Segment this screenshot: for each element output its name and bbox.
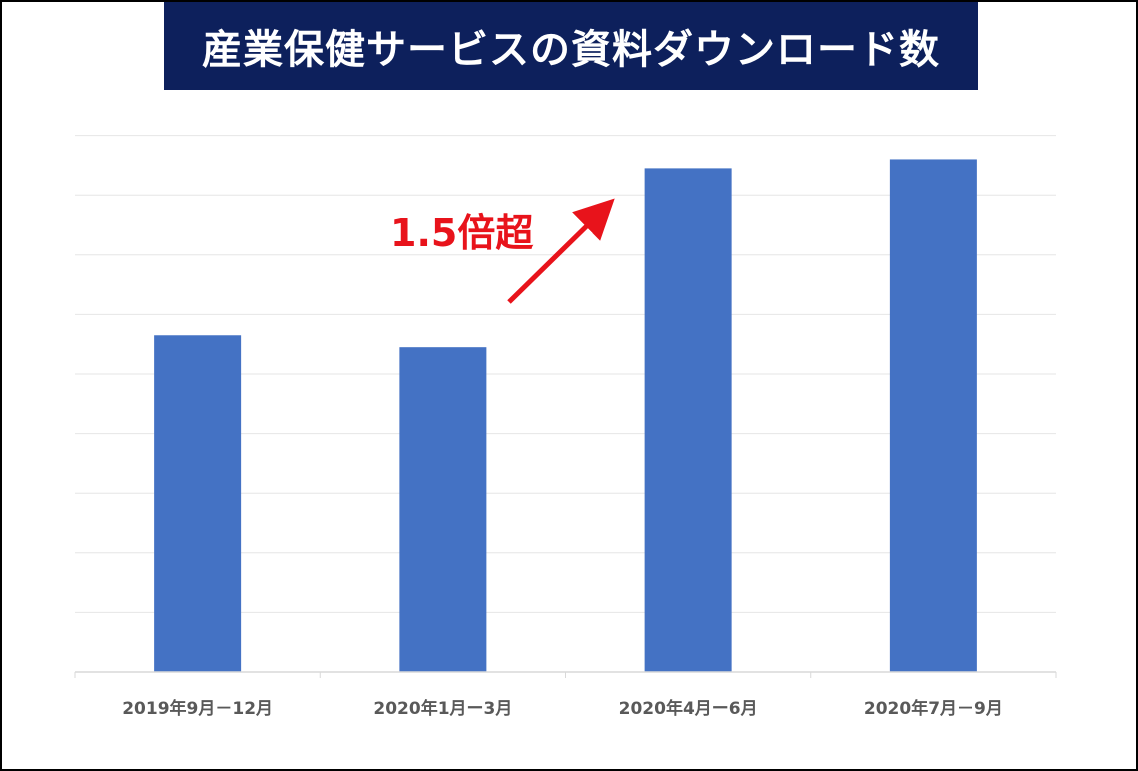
bar-1 bbox=[154, 335, 242, 672]
bars bbox=[154, 159, 977, 672]
bar-4 bbox=[889, 159, 977, 672]
chart-title: 産業保健サービスの資料ダウンロード数 bbox=[202, 27, 940, 73]
growth-annotation: 1.5倍超 bbox=[390, 198, 615, 304]
bar-3 bbox=[644, 168, 732, 672]
growth-annotation-label: 1.5倍超 bbox=[390, 211, 534, 255]
x-tick-label: 2020年7月－9月 bbox=[864, 698, 1003, 719]
x-tick-label: 2020年1月ー3月 bbox=[373, 698, 512, 719]
x-axis-ticks: 2019年9月－12月 2020年1月ー3月 2020年4月ー6月 2020年7月－9… bbox=[74, 672, 1057, 719]
x-tick-label: 2020年4月ー6月 bbox=[619, 698, 758, 719]
title-banner: 産業保健サービスの資料ダウンロード数 bbox=[164, 2, 978, 90]
up-right-arrow-icon bbox=[507, 198, 615, 304]
x-tick-label: 2019年9月－12月 bbox=[122, 698, 273, 719]
bar-2 bbox=[399, 347, 487, 672]
